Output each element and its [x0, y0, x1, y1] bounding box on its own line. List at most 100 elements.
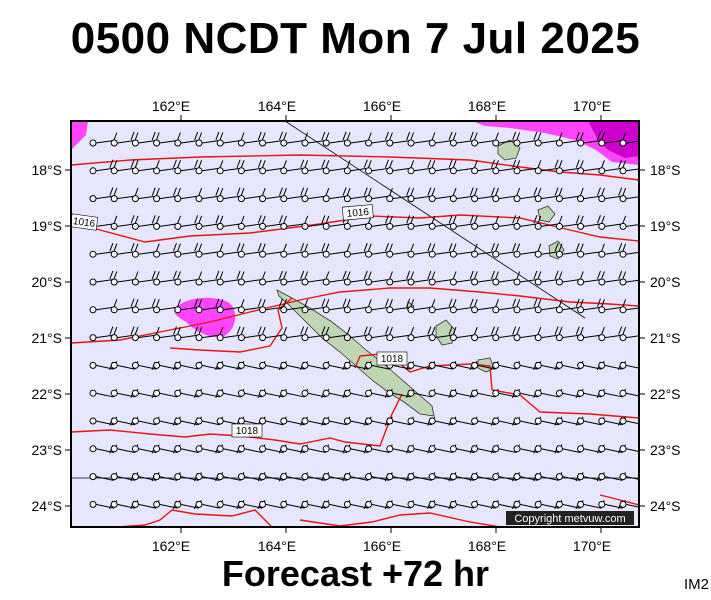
wind-barb [619, 250, 639, 258]
precipitation-area-northwest [71, 121, 88, 150]
svg-text:1016: 1016 [346, 207, 370, 220]
wind-barb [259, 416, 287, 426]
isobar-line [354, 353, 493, 391]
wind-barb [619, 195, 639, 203]
wind-barb [322, 298, 351, 314]
wind-barb [598, 270, 627, 286]
wind-barb [280, 299, 309, 314]
wind-barb [407, 132, 436, 147]
wind-barb [492, 326, 521, 342]
wind-barb [598, 242, 627, 258]
wind-barb [619, 473, 639, 481]
forecast-title: 0500 NCDT Mon 7 Jul 2025 [70, 14, 641, 63]
isobar-line [599, 494, 639, 506]
lat-label: 20°S [650, 274, 681, 290]
copyright-text: Copyright metvuw.com [514, 513, 625, 525]
wind-barb [195, 270, 224, 286]
wind-barb [216, 242, 245, 258]
wind-barb [534, 326, 563, 342]
wind-barb [471, 215, 499, 230]
wind-barb [343, 215, 372, 230]
lon-label: 166°E [363, 98, 401, 114]
wind-barb [365, 326, 393, 342]
wind-barb [513, 131, 542, 147]
wind-barb [322, 326, 351, 342]
wind-barb [407, 270, 436, 286]
wind-barb [259, 187, 287, 203]
wind-barb [89, 472, 118, 481]
wind-barb [195, 215, 224, 230]
wind-barb [237, 326, 266, 342]
wind-barb [449, 187, 478, 203]
wind-barb [131, 298, 160, 314]
wind-barb [386, 298, 415, 314]
lat-label: 21°S [650, 330, 681, 346]
wind-barb [598, 444, 626, 454]
wind-barb [449, 243, 478, 258]
wind-barb [237, 215, 266, 230]
wind-barb [555, 271, 584, 286]
wind-barb [216, 187, 245, 203]
isobar-line [117, 509, 273, 527]
lon-label: 162°E [152, 538, 190, 554]
wind-barb [619, 278, 639, 286]
map-frame [70, 120, 640, 528]
wind-barb [428, 131, 457, 147]
lon-label: 164°E [258, 538, 296, 554]
wind-barb [195, 243, 224, 258]
wind-barb [386, 160, 415, 175]
wind-barb [577, 243, 605, 258]
wind-barb [407, 326, 436, 342]
wind-barb [428, 242, 457, 258]
wind-barb [555, 242, 584, 258]
wind-barb [174, 159, 203, 175]
wind-barbs [89, 131, 639, 510]
wind-barb [619, 222, 639, 230]
wind-barb [449, 131, 478, 147]
wind-barb [174, 271, 203, 286]
wind-barb [216, 299, 245, 314]
wind-barb [195, 187, 224, 203]
wind-barb [492, 242, 521, 258]
wind-barb [513, 298, 542, 314]
wind-barb [555, 187, 584, 203]
isobar-line [491, 389, 639, 419]
wind-barb [195, 160, 224, 175]
lat-label: 24°S [31, 498, 62, 514]
wind-barb [131, 215, 160, 230]
wind-barb [598, 159, 627, 175]
lon-label: 168°E [468, 538, 506, 554]
lat-label: 19°S [31, 218, 62, 234]
wind-barb [153, 299, 181, 314]
wind-barb [386, 270, 415, 286]
wind-barb [598, 326, 627, 342]
wind-barb [153, 132, 181, 147]
wind-barb [216, 159, 245, 175]
wind-barb [301, 187, 330, 203]
wind-barb [577, 298, 605, 314]
wind-barb [365, 131, 393, 147]
wind-barb [110, 271, 139, 286]
wind-barb [407, 299, 436, 314]
wind-barb [322, 160, 351, 175]
wind-barb [534, 187, 563, 203]
wind-barb [131, 160, 160, 175]
wind-barb [153, 215, 181, 230]
lat-label: 23°S [650, 442, 681, 458]
wind-barb [343, 270, 372, 286]
wind-barb [174, 215, 203, 230]
wind-barb [259, 160, 287, 175]
wind-barb [428, 298, 457, 314]
wind-barb [534, 215, 563, 230]
wind-barb [343, 299, 372, 314]
lat-label: 22°S [31, 386, 62, 402]
wind-barb [89, 159, 118, 175]
wind-barb [492, 159, 521, 175]
wind-barb [619, 389, 639, 397]
wind-barb [237, 242, 266, 258]
wind-barb [492, 298, 521, 314]
wind-barb [280, 187, 309, 203]
wind-barb [619, 361, 639, 369]
image-code: IM2 [683, 576, 709, 593]
wind-barb [153, 187, 181, 203]
